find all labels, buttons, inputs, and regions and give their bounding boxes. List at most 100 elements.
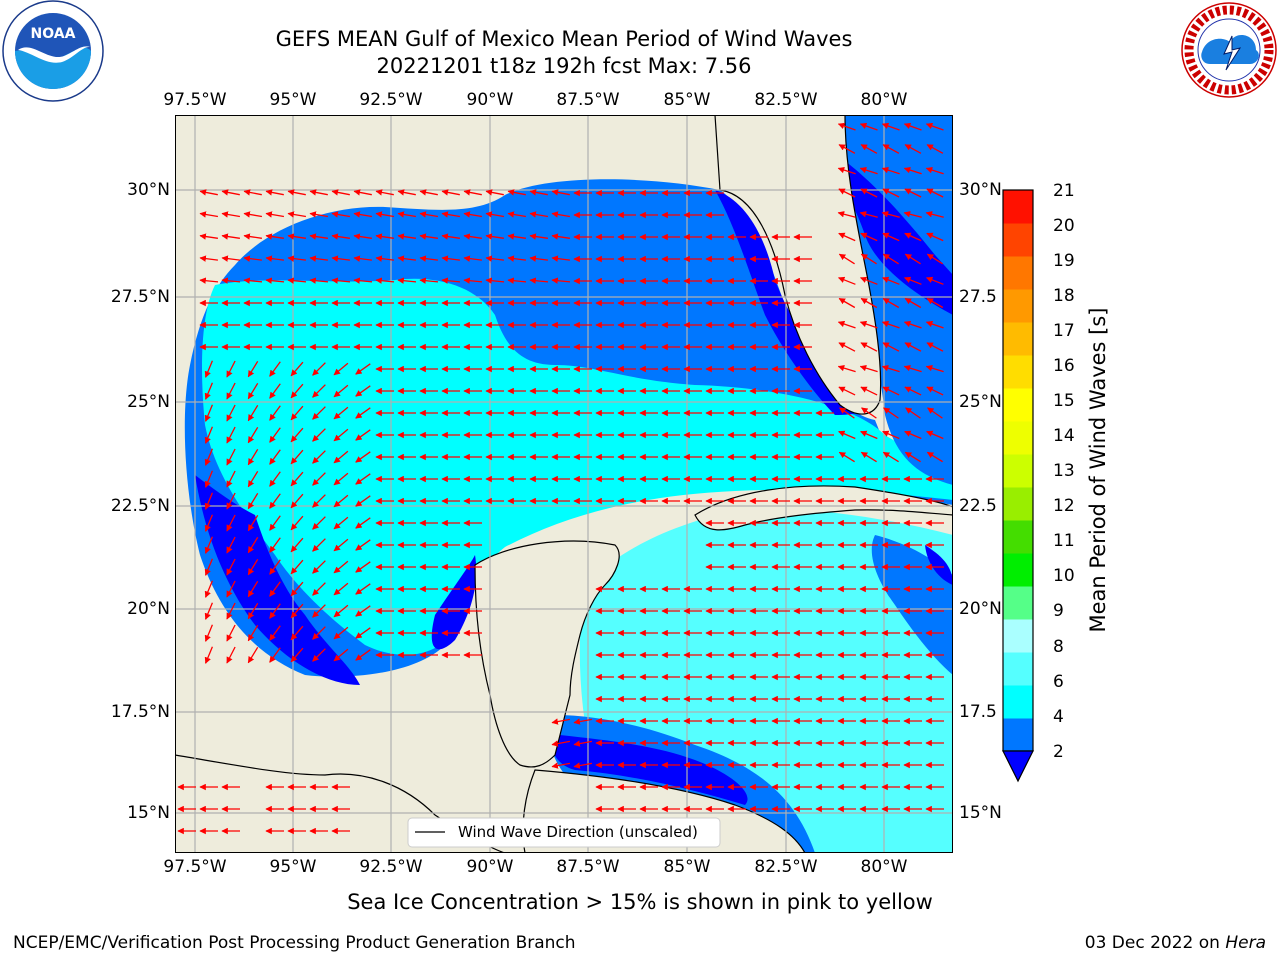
wind-wave-arrow <box>859 211 878 218</box>
wind-wave-arrow <box>226 558 236 576</box>
wind-wave-arrow <box>226 426 236 444</box>
wind-wave-arrow <box>355 517 371 529</box>
wind-wave-arrow <box>290 515 304 531</box>
cb-tick: 15 <box>1053 391 1075 411</box>
wind-wave-arrow <box>290 383 304 399</box>
cb-tick: 12 <box>1053 496 1075 516</box>
wind-wave-arrow <box>204 448 214 466</box>
legend-label: Wind Wave Direction (unscaled) <box>458 823 698 841</box>
lon-label: 97.5°W <box>163 857 227 877</box>
wind-wave-arrow <box>375 189 394 196</box>
wind-wave-arrow <box>204 536 214 554</box>
wind-wave-arrow <box>204 360 214 378</box>
wind-wave-arrow <box>312 494 326 508</box>
wind-wave-arrow <box>881 166 900 175</box>
wind-wave-arrow <box>529 233 548 240</box>
map-legend: Wind Wave Direction (unscaled) <box>407 817 721 848</box>
wind-wave-arrow <box>860 232 878 242</box>
lat-label: 22.5°N <box>110 496 170 516</box>
wind-wave-arrow <box>860 297 878 309</box>
wind-wave-arrow <box>926 386 944 396</box>
wind-wave-arrow <box>243 189 262 196</box>
wind-wave-arrow <box>243 277 263 284</box>
footer-right: 03 Dec 2022 on Hera <box>1085 933 1266 953</box>
colorbar-segment <box>1003 289 1033 323</box>
wind-wave-arrow <box>837 166 856 175</box>
wind-wave-arrow <box>243 255 262 262</box>
cuba-land <box>694 485 953 531</box>
chart-title: GEFS MEAN Gulf of Mexico Mean Period of … <box>275 27 853 51</box>
wind-wave-arrow <box>904 430 922 440</box>
wind-wave-arrow <box>925 166 944 175</box>
colorbar-segment <box>1003 190 1033 224</box>
gulf-band-low-bay <box>431 555 477 650</box>
wind-wave-arrow <box>247 382 259 400</box>
wind-wave-arrow <box>353 255 372 262</box>
wind-wave-arrow <box>333 428 349 442</box>
colorbar-segment <box>1003 388 1033 422</box>
wind-wave-arrow <box>247 404 259 422</box>
wind-wave-arrow <box>333 582 349 596</box>
wind-wave-arrow <box>903 364 922 373</box>
wind-wave-arrow <box>839 407 855 419</box>
wind-wave-arrow <box>551 740 571 747</box>
lat-label: 15°N <box>127 803 170 823</box>
footer-date: 03 Dec 2022 on <box>1084 933 1226 953</box>
wind-wave-arrow <box>551 277 571 284</box>
wind-wave-arrow <box>290 493 304 509</box>
wind-wave-arrow <box>507 277 527 284</box>
wind-wave-arrow <box>312 604 326 618</box>
colorbar-segment <box>1003 520 1033 554</box>
wind-wave-arrow <box>333 362 349 376</box>
wind-wave-arrow <box>860 253 877 265</box>
wind-wave-arrow <box>204 404 214 422</box>
wind-wave-arrow <box>353 211 373 218</box>
lon-label: 92.5°W <box>359 857 423 877</box>
wind-wave-arrow <box>860 386 878 396</box>
noaa-logo-text: NOAA <box>31 26 76 42</box>
footer-host: Hera <box>1225 933 1266 953</box>
wind-wave-arrow <box>463 277 483 284</box>
wind-wave-arrow <box>837 320 856 329</box>
colorbar-segment <box>1003 685 1033 719</box>
cb-tick: 6 <box>1053 672 1064 692</box>
lon-label: 85°W <box>663 857 711 877</box>
wind-wave-arrow <box>312 538 326 552</box>
wind-wave-arrow <box>375 211 395 218</box>
wind-wave-arrow <box>247 470 259 488</box>
wind-wave-arrow <box>573 740 593 747</box>
cb-tick: 20 <box>1053 216 1075 236</box>
lat-label: 17.5°N <box>110 702 170 722</box>
wind-wave-arrow <box>204 558 214 576</box>
wind-wave-arrow <box>312 582 326 596</box>
wind-wave-arrow <box>204 470 214 488</box>
wind-wave-arrow <box>904 232 922 242</box>
wind-wave-arrow <box>904 144 922 154</box>
wind-wave-arrow <box>355 385 371 397</box>
wind-wave-arrow <box>838 253 855 265</box>
colorbar-segment <box>1003 223 1033 257</box>
wind-wave-arrow <box>926 451 943 463</box>
colorbar-segment <box>1003 553 1033 587</box>
gulf-band-4-6 <box>202 278 953 655</box>
wind-wave-arrow <box>882 188 900 198</box>
wind-wave-arrow <box>881 276 900 285</box>
wind-wave-arrow <box>551 189 570 196</box>
wind-wave-arrow <box>269 603 281 619</box>
wind-wave-arrow <box>419 189 438 196</box>
cb-tick: 9 <box>1053 601 1064 621</box>
wind-wave-arrow <box>247 646 259 664</box>
noaa-logo: NOAA <box>2 0 104 102</box>
colorbar-segment <box>1003 322 1033 356</box>
wind-wave-arrow <box>904 297 922 309</box>
colorbar-label: Mean Period of Wind Waves [s] <box>1086 307 1110 633</box>
colorbar-segment <box>1003 355 1033 389</box>
wind-wave-arrow <box>269 581 281 597</box>
wind-wave-arrow <box>333 450 349 464</box>
wind-wave-arrow <box>903 211 922 218</box>
wind-wave-arrow <box>290 427 304 443</box>
wind-wave-arrow <box>355 407 371 419</box>
wind-wave-arrow <box>859 122 878 131</box>
wind-wave-arrow <box>312 406 326 420</box>
wind-wave-arrow <box>529 255 548 262</box>
